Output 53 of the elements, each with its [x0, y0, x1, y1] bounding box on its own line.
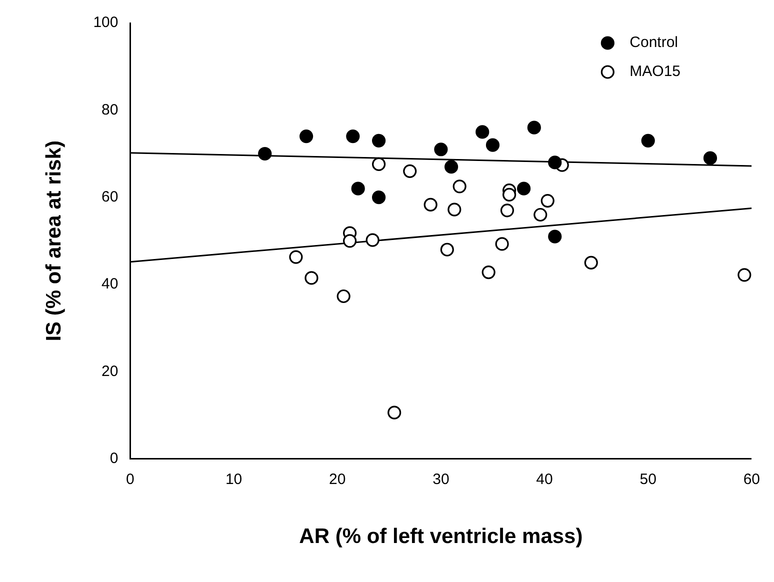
point — [372, 190, 386, 204]
point — [534, 208, 548, 222]
point — [641, 134, 655, 148]
point — [372, 134, 386, 148]
x-tick-label: 40 — [536, 470, 553, 488]
x-tick-label: 30 — [432, 470, 450, 488]
point — [351, 182, 365, 196]
point — [346, 130, 360, 144]
point — [448, 202, 462, 216]
y-tick-label: 60 — [102, 188, 118, 206]
y-tick-label: 100 — [93, 14, 118, 32]
y-tick-label: 80 — [102, 101, 118, 118]
point — [366, 233, 380, 247]
y-tick-label: 40 — [102, 276, 118, 293]
point — [476, 125, 490, 139]
point — [738, 268, 752, 282]
point — [502, 188, 516, 202]
point — [540, 194, 554, 208]
point — [440, 242, 454, 256]
legend-label: MAO15 — [630, 63, 681, 80]
x-tick-label: 0 — [126, 470, 134, 488]
point — [495, 237, 509, 251]
point — [517, 182, 531, 196]
point — [403, 164, 417, 178]
point — [343, 234, 357, 248]
point — [300, 130, 314, 144]
point — [527, 120, 541, 134]
y-tick-label: 0 — [110, 450, 118, 467]
legend-label: Control — [630, 34, 678, 52]
point — [434, 142, 448, 156]
point — [548, 230, 562, 244]
point — [289, 250, 303, 264]
x-tick-label: 10 — [225, 470, 242, 488]
y-tick-label: 20 — [102, 362, 118, 380]
point — [703, 151, 718, 165]
point — [482, 265, 496, 280]
point — [304, 271, 318, 285]
x-tick-label: 60 — [743, 470, 760, 488]
point — [500, 204, 514, 218]
x-tick-label: 50 — [640, 470, 656, 488]
point — [452, 180, 466, 194]
x-tick-label: 20 — [329, 470, 346, 488]
x-axis-title: AR (% of left ventricle mass) — [299, 525, 583, 548]
point — [372, 157, 386, 171]
point — [548, 156, 562, 170]
point — [444, 160, 458, 174]
point — [388, 406, 402, 420]
point — [336, 289, 350, 304]
point — [258, 146, 272, 161]
point — [424, 198, 438, 212]
point — [584, 256, 598, 270]
y-axis-title: IS (% of area at risk) — [42, 140, 66, 342]
point — [486, 138, 500, 152]
